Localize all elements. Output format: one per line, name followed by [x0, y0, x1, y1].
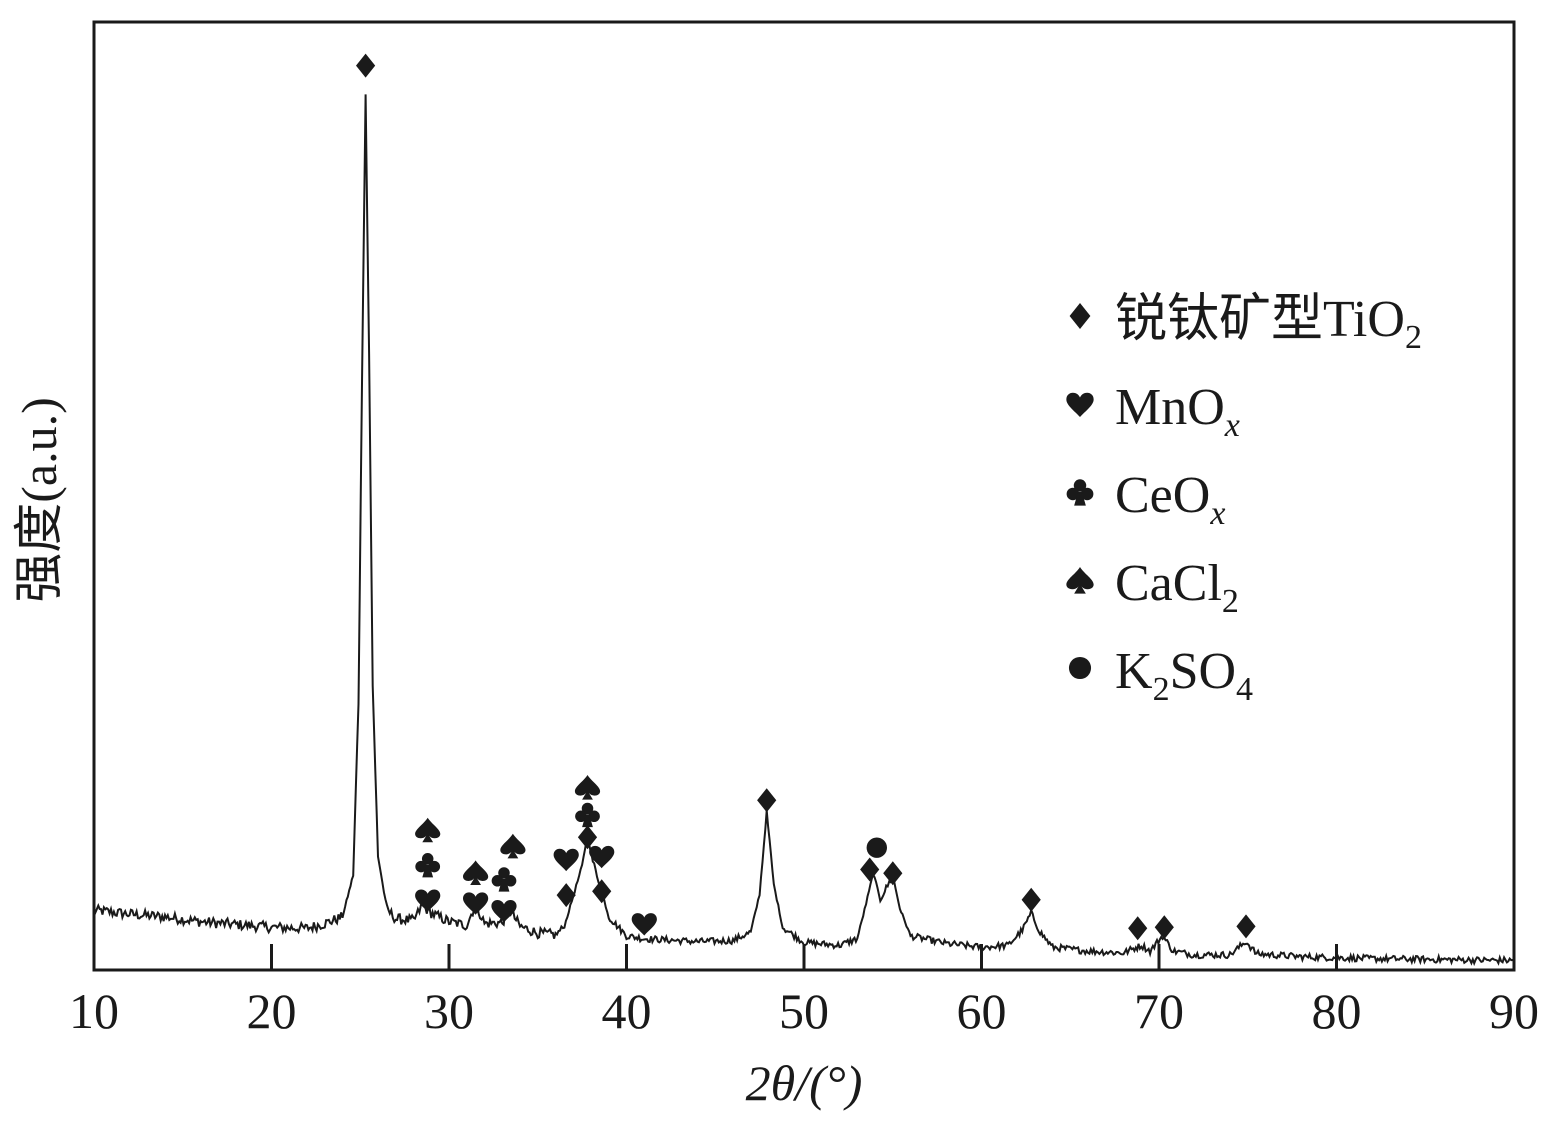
peak-marker-diamond [860, 857, 880, 882]
legend-label: 锐钛矿型TiO2 [1115, 291, 1422, 356]
peak-marker-diamond [1236, 914, 1256, 939]
peak-marker-spade [500, 833, 526, 859]
peak-marker-circle [866, 837, 887, 858]
legend-symbol-heart [1066, 392, 1094, 417]
peak-marker-heart [415, 889, 441, 912]
x-tick-label: 80 [1312, 983, 1362, 1039]
x-tick-label: 70 [1134, 983, 1184, 1039]
legend-symbol-circle [1068, 656, 1092, 680]
peak-marker-diamond [1154, 915, 1174, 940]
x-axis-label: 2θ/(°) [746, 1055, 863, 1111]
peak-marker-spade [574, 775, 601, 800]
peak-marker-heart [553, 848, 579, 872]
xrd-pattern-line [93, 94, 1515, 967]
peak-marker-diamond [356, 53, 376, 78]
legend-label: MnOx [1115, 379, 1240, 444]
x-tick-label: 10 [69, 983, 119, 1039]
x-tick-label: 60 [957, 983, 1007, 1039]
peak-marker-heart [463, 892, 489, 915]
peak-marker-diamond [1021, 887, 1041, 912]
legend-label: CeOx [1115, 467, 1225, 532]
peak-marker-heart [491, 899, 517, 923]
x-tick-label: 40 [602, 983, 652, 1039]
plot-frame [92, 20, 1516, 972]
x-tick-label: 90 [1489, 983, 1539, 1039]
peak-marker-club [491, 867, 517, 892]
x-axis-tick-labels: 10 20 30 40 50 60 70 80 90 [69, 983, 1539, 1039]
peak-marker-spade [415, 817, 441, 843]
peak-marker-diamond [757, 788, 777, 813]
legend-symbol-diamond [1069, 303, 1091, 329]
peak-marker-heart [631, 913, 657, 936]
peak-marker-diamond [577, 825, 598, 850]
legend-label: CaCl2 [1115, 555, 1239, 620]
legend-label: K2SO4 [1115, 643, 1253, 708]
x-axis-ticks [270, 944, 1338, 970]
legend-symbol-spade [1066, 567, 1094, 594]
peak-marker-club [415, 853, 441, 878]
peak-marker-heart [589, 845, 615, 869]
x-tick-label: 30 [424, 983, 474, 1039]
peak-marker-diamond [883, 861, 903, 886]
peak-marker-diamond [556, 883, 576, 908]
peak-marker-diamond [592, 879, 612, 904]
peak-marker-spade [463, 860, 489, 885]
x-tick-label: 20 [247, 983, 297, 1039]
peak-marker-club [575, 802, 600, 828]
legend: 锐钛矿型TiO2 MnOx CeOx CaCl2 K2SO4 [1066, 291, 1422, 708]
legend-symbol-club [1066, 479, 1094, 506]
y-axis-label: 强度(a.u.) [11, 397, 67, 603]
peak-marker-diamond [1128, 916, 1148, 941]
x-tick-label: 50 [779, 983, 829, 1039]
